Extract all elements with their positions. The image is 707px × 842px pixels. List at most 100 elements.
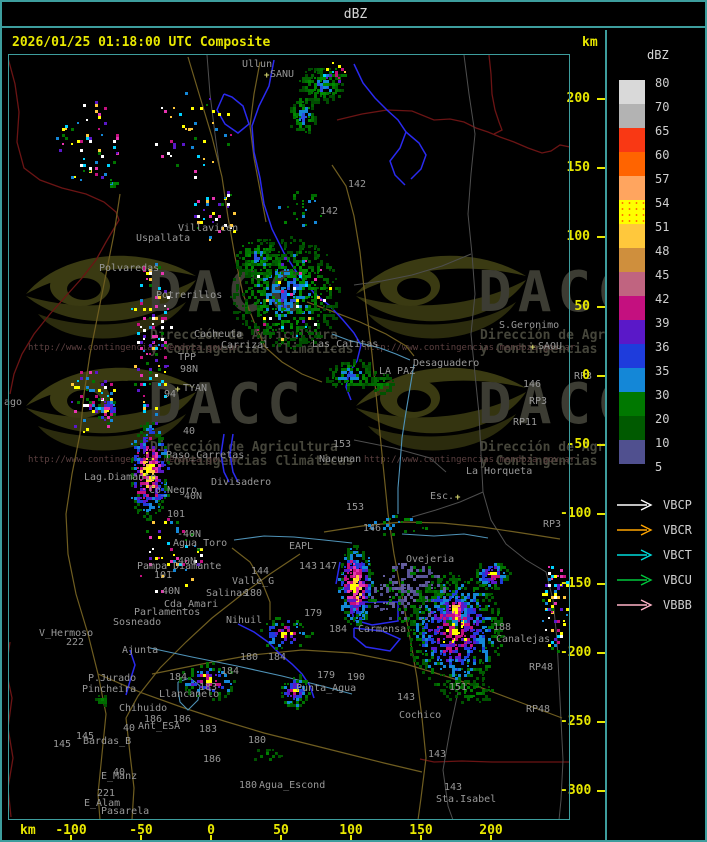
map-place-label: Agua_Toro bbox=[173, 538, 227, 549]
bottom-axis-tick-mark bbox=[210, 835, 212, 840]
dbz-scale-value: 10 bbox=[655, 436, 670, 450]
watermark-acronym: DACC bbox=[478, 260, 605, 325]
map-place-label: 145 bbox=[53, 739, 71, 750]
map-place-label: Las_Catitas bbox=[312, 339, 378, 350]
dbz-scale-swatch bbox=[619, 80, 645, 104]
watermark-subtitle-2: y Contingencias Climáticas bbox=[480, 454, 605, 469]
right-axis-tick-label: 200 bbox=[566, 91, 590, 106]
dbz-scale-swatch bbox=[619, 176, 645, 200]
map-place-label: Divisadero bbox=[211, 477, 271, 488]
map-place-label: RP48 bbox=[529, 662, 553, 673]
dbz-scale-swatch bbox=[619, 128, 645, 152]
map-place-label: E_Manz bbox=[101, 771, 137, 782]
dbz-scale-value: 42 bbox=[655, 292, 670, 306]
vector-arrow-icon bbox=[617, 524, 653, 536]
dbz-scale-swatch bbox=[619, 392, 645, 416]
map-place-label: SANU bbox=[270, 69, 294, 80]
vector-label: VBCR bbox=[663, 523, 692, 537]
map-place-label: Potrerillos bbox=[156, 290, 222, 301]
dbz-scale-value: 5 bbox=[655, 460, 663, 474]
map-place-label: Villavicen bbox=[178, 223, 238, 234]
map-place-label: La Horqueta bbox=[466, 466, 532, 477]
vector-arrow-icon bbox=[617, 499, 653, 511]
dacc-logo bbox=[18, 242, 203, 358]
right-axis-tick-label: 50 bbox=[574, 299, 590, 314]
dbz-scale-swatch bbox=[619, 344, 645, 368]
dbz-scale-value: 20 bbox=[655, 412, 670, 426]
bottom-axis-tick-mark bbox=[70, 835, 72, 840]
map-place-label: 151 bbox=[449, 682, 467, 693]
map-place-label: 142 bbox=[348, 179, 366, 190]
map-place-label: TPP bbox=[178, 352, 196, 363]
map-place-label: -40N bbox=[177, 529, 201, 540]
river-lines bbox=[125, 59, 489, 711]
map-place-label: RP48 bbox=[526, 704, 550, 715]
dbz-scale-value: 80 bbox=[655, 76, 670, 90]
map-place-label: RP3 bbox=[574, 371, 592, 382]
watermark-subtitle-2: y Contingencias Climáticas bbox=[150, 454, 354, 469]
map-place-label: 40 bbox=[113, 767, 125, 778]
right-axis-tick-label: 0 bbox=[582, 368, 590, 383]
map-place-label: SAOU bbox=[538, 341, 562, 352]
dbz-scale-swatch bbox=[619, 248, 645, 272]
map-place-label: 143 bbox=[428, 749, 446, 760]
map-place-label: 101 bbox=[167, 509, 185, 520]
vector-legend-row: VBCT bbox=[615, 548, 705, 562]
map-place-label: 40N bbox=[184, 491, 202, 502]
map-place-label: 180 bbox=[240, 652, 258, 663]
bottom-axis-tick-label: -50 bbox=[129, 823, 153, 838]
dbz-scale-swatch bbox=[619, 320, 645, 344]
map-place-label: 184 bbox=[329, 624, 347, 635]
dbz-scale-swatch bbox=[619, 200, 645, 224]
map-place-label: RP11 bbox=[513, 417, 537, 428]
vector-arrow-icon bbox=[617, 549, 653, 561]
map-place-label: Co_Negro bbox=[149, 485, 197, 496]
map-place-label: V_Hermoso bbox=[39, 628, 93, 639]
map-place-label: 153 bbox=[333, 439, 351, 450]
right-axis-tick-mark bbox=[597, 721, 605, 723]
vector-label: VBCU bbox=[663, 573, 692, 587]
dbz-scale-swatch bbox=[619, 152, 645, 176]
map-place-label: 183 bbox=[199, 682, 217, 693]
map-place-label: Lag.Diamante bbox=[84, 472, 156, 483]
dbz-scale-swatch bbox=[619, 104, 645, 128]
map-place-label: Bardas_B bbox=[83, 736, 131, 747]
map-place-label: 190 bbox=[347, 672, 365, 683]
province-boundaries-red bbox=[9, 55, 570, 818]
right-axis-tick-label: -300 bbox=[560, 783, 592, 798]
watermark-url: http://www.contingencias.mendoza.gov.ar bbox=[28, 343, 240, 353]
map-place-label: 221 bbox=[97, 788, 115, 799]
map-place-label: Desaguadero bbox=[413, 358, 479, 369]
dbz-scale-value: 36 bbox=[655, 340, 670, 354]
vector-legend-row: VBCR bbox=[615, 523, 705, 537]
right-axis-tick-label: -150 bbox=[560, 576, 592, 591]
map-place-label: 101 bbox=[154, 570, 172, 581]
map-place-label: Agua_Escond bbox=[259, 780, 325, 791]
right-axis-tick-mark bbox=[597, 167, 605, 169]
vector-label: VBBB bbox=[663, 598, 692, 612]
map-place-label: RP3 bbox=[543, 519, 561, 530]
watermark-acronym: DACC bbox=[478, 372, 605, 437]
vector-arrow-icon bbox=[617, 599, 653, 611]
dbz-scale-swatch bbox=[619, 368, 645, 392]
map-place-label: 179 bbox=[317, 670, 335, 681]
watermark-subtitle-2: y Contingencias Climáticas bbox=[480, 342, 605, 357]
vector-legend-row: VBBB bbox=[615, 598, 705, 612]
map-place-label: TYAN bbox=[183, 383, 207, 394]
watermark-subtitle-1: Dirección de Agricultura bbox=[480, 328, 605, 343]
bottom-axis-tick-label: -100 bbox=[55, 823, 87, 838]
department-boundaries bbox=[206, 55, 564, 819]
dbz-scale-swatch bbox=[619, 440, 645, 464]
map-place-label: Nacunan bbox=[319, 454, 361, 465]
right-axis-tick-mark bbox=[597, 236, 605, 238]
bottom-axis-unit-label: km bbox=[20, 823, 36, 838]
vector-label: VBCP bbox=[663, 498, 692, 512]
dbz-scale-value: 70 bbox=[655, 100, 670, 114]
bottom-axis-tick-mark bbox=[420, 835, 422, 840]
map-place-label: Cochico bbox=[399, 710, 441, 721]
map-place-label: Chihuido bbox=[119, 703, 167, 714]
window-title: dBZ bbox=[343, 7, 368, 22]
map-place-label: 186 bbox=[203, 754, 221, 765]
